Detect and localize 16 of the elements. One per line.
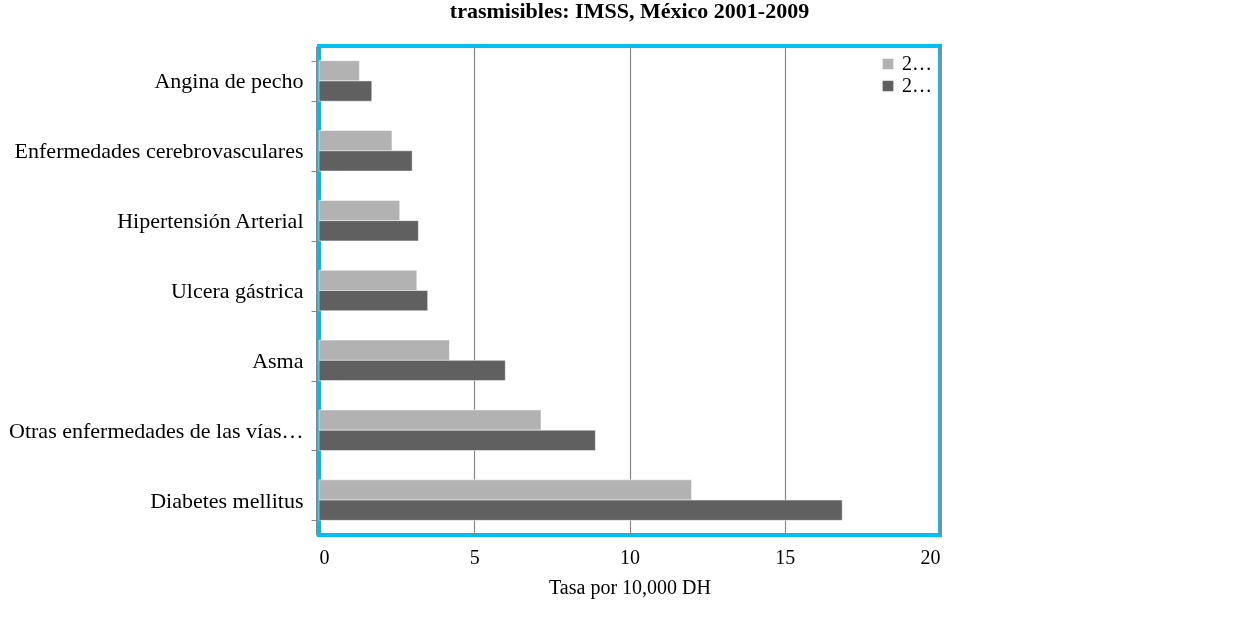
- y-tick-label: Diabetes mellitus: [150, 487, 304, 513]
- x-tick-label: 10: [620, 545, 640, 568]
- y-tick-label: Hipertensión Arterial: [117, 208, 304, 234]
- x-axis-title: Tasa por 10,000 DH: [549, 575, 711, 599]
- x-tick-label: 5: [469, 545, 480, 568]
- y-tick-label: Ulcera gástrica: [170, 278, 304, 303]
- y-tick-label: Angina de pecho: [154, 68, 304, 94]
- y-tick-label: Otras enfermedades de las vías…: [9, 417, 304, 443]
- x-tick-label: 0: [319, 545, 330, 568]
- y-tick-label: Enfermedades cerebrovasculares: [14, 138, 304, 164]
- y-tick-label: Asma: [252, 347, 304, 373]
- x-tick-label: 20: [920, 545, 941, 568]
- legend-label: 2…: [902, 52, 932, 74]
- chart-title: trasmisibles: IMSS, México 2001-2009: [449, 0, 810, 23]
- x-tick-label: 15: [775, 545, 796, 568]
- legend-label: 2…: [902, 74, 932, 96]
